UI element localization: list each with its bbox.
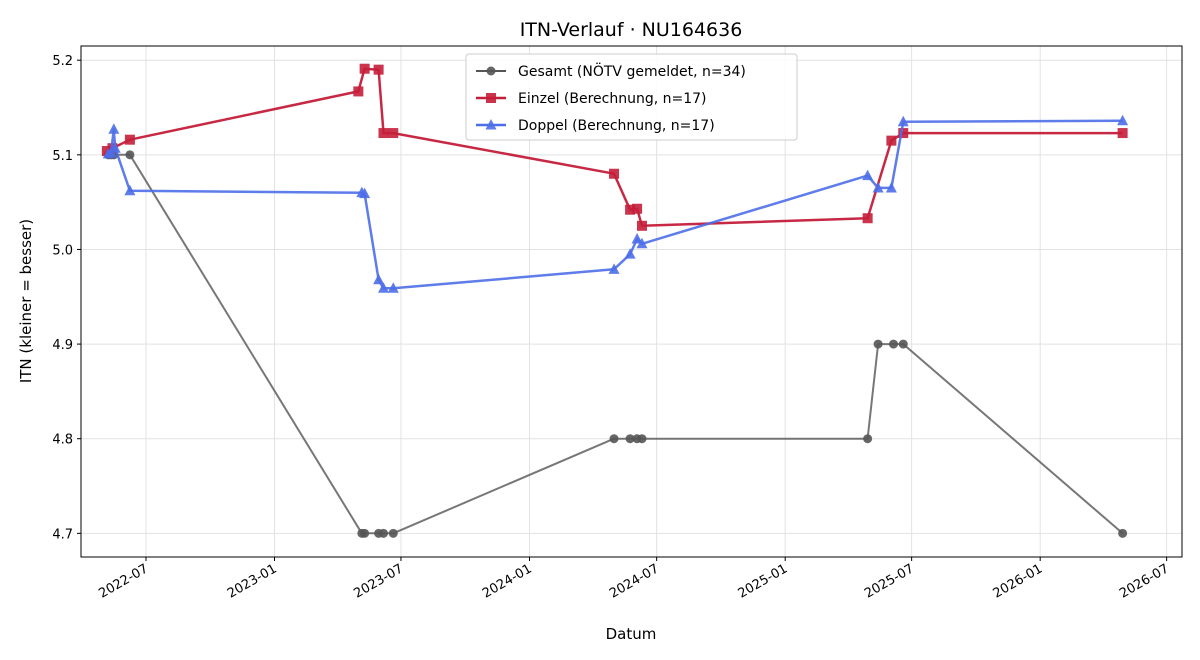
series-layer <box>101 63 1129 538</box>
legend-box <box>465 53 798 141</box>
y-axis-title: ITN (kleiner = besser) <box>17 219 35 383</box>
legend-item: Einzel (Berechnung, n=17) <box>476 91 707 107</box>
data-point <box>862 213 873 224</box>
data-point <box>898 128 909 139</box>
data-point <box>631 233 643 244</box>
data-point <box>609 434 619 444</box>
y-tick-label: 4.8 <box>52 433 73 448</box>
series-line <box>107 119 1123 290</box>
y-tick-label: 5.0 <box>52 243 73 258</box>
x-tick-label: 2022-07 <box>96 561 151 601</box>
legend-item: Gesamt (NÖTV gemeldet, n=34) <box>476 62 746 80</box>
data-point <box>609 168 620 179</box>
data-point <box>378 528 388 538</box>
data-point <box>124 184 136 196</box>
data-point <box>898 339 908 349</box>
series-2 <box>102 114 1129 293</box>
data-point <box>872 181 884 193</box>
series-line <box>106 67 1123 228</box>
chart-title: ITN-Verlauf · NU164636 <box>520 19 743 41</box>
y-tick-label: 4.7 <box>52 527 73 542</box>
legend-marker <box>485 119 497 130</box>
x-tick-label: 2024-07 <box>607 561 662 601</box>
data-point <box>359 63 370 74</box>
data-point <box>636 220 647 231</box>
legend-marker <box>486 66 496 76</box>
data-point <box>378 128 389 139</box>
y-tick-label: 5.2 <box>52 54 73 69</box>
x-tick-label: 2023-07 <box>351 561 406 601</box>
x-axis-title: Datum <box>606 625 657 643</box>
data-point <box>636 237 648 249</box>
data-point <box>360 528 370 538</box>
data-point <box>353 86 364 97</box>
legend-label: Einzel (Berechnung, n=17) <box>518 91 707 107</box>
data-point <box>124 134 135 145</box>
x-tick-label: 2026-07 <box>1117 561 1172 601</box>
data-point <box>388 528 398 538</box>
x-tick-label: 2026-01 <box>991 561 1046 601</box>
data-point <box>373 64 384 75</box>
legend-label: Gesamt (NÖTV gemeldet, n=34) <box>518 62 746 80</box>
data-point <box>632 203 643 214</box>
data-point <box>125 150 135 160</box>
x-tick-label: 2025-07 <box>862 561 917 601</box>
data-point <box>625 204 636 215</box>
data-point <box>886 135 897 146</box>
data-point <box>862 169 874 181</box>
plot-frame <box>80 45 1183 558</box>
data-point <box>359 187 371 199</box>
data-point <box>637 434 647 444</box>
data-point <box>624 248 636 259</box>
data-point <box>109 142 121 153</box>
data-point <box>873 339 883 349</box>
data-point <box>373 273 385 285</box>
x-tick-label: 2025-01 <box>736 561 791 601</box>
data-point <box>1117 114 1129 126</box>
legend-item: Doppel (Berechnung, n=17) <box>476 118 715 134</box>
legend-label: Doppel (Berechnung, n=17) <box>518 118 715 134</box>
data-point <box>863 434 873 444</box>
data-point <box>387 282 399 293</box>
x-tick-label: 2024-01 <box>480 561 535 601</box>
y-tick-label: 5.1 <box>52 149 73 164</box>
data-point <box>885 181 897 193</box>
data-point <box>1117 128 1128 139</box>
data-point <box>388 128 399 139</box>
data-point <box>1118 528 1128 538</box>
data-point <box>608 263 620 274</box>
y-tick-label: 4.9 <box>52 338 73 353</box>
data-point <box>897 115 909 127</box>
data-point <box>377 282 389 293</box>
data-point <box>888 339 898 349</box>
legend-marker <box>486 93 496 103</box>
data-point <box>108 123 120 134</box>
data-point <box>625 434 635 444</box>
x-tick-label: 2023-01 <box>225 561 280 601</box>
legend: Gesamt (NÖTV gemeldet, n=34) Einzel (Bere… <box>465 53 798 141</box>
